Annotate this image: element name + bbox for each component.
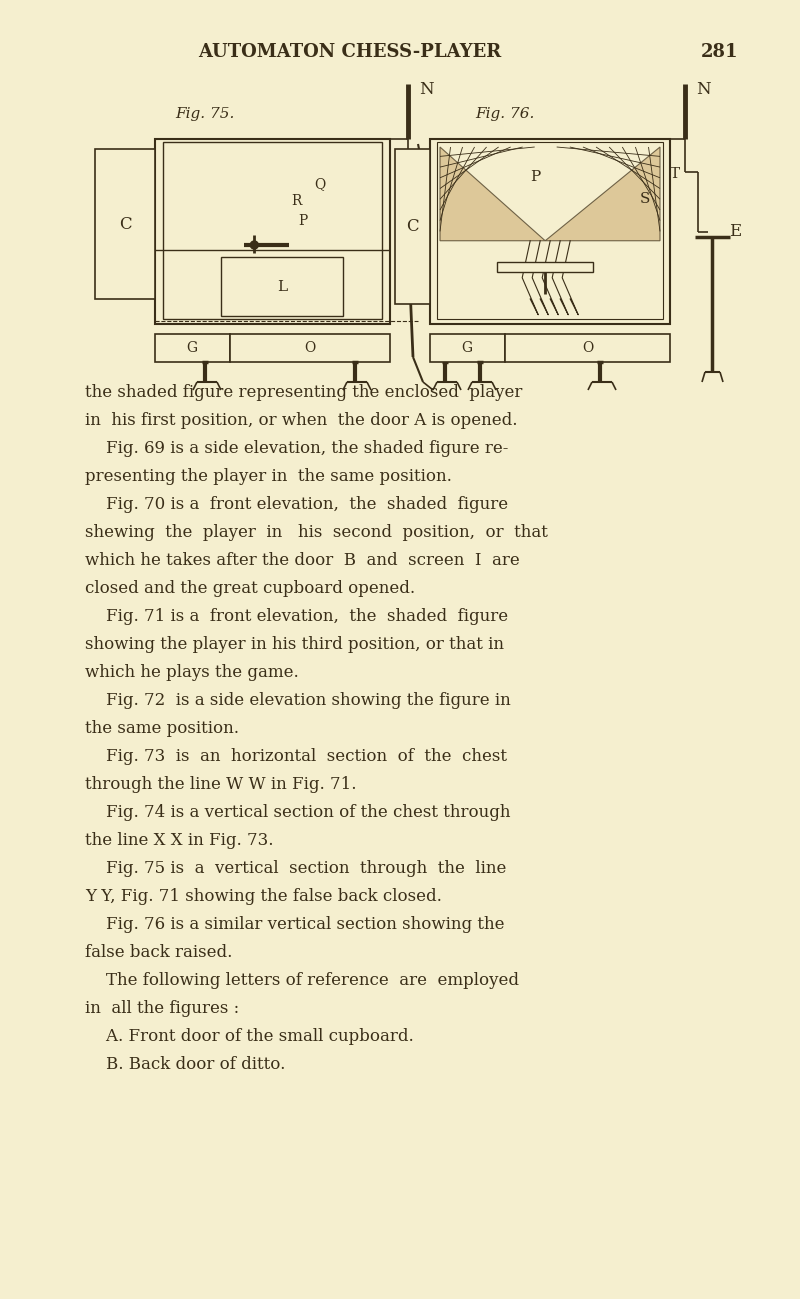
Text: A. Front door of the small cupboard.: A. Front door of the small cupboard.: [85, 1028, 414, 1044]
Bar: [95, 149, 155, 299]
Text: through the line W W in Fig. 71.: through the line W W in Fig. 71.: [85, 776, 357, 792]
Text: T: T: [670, 168, 680, 181]
Text: Fig. 69 is a side elevation, the shaded figure re-: Fig. 69 is a side elevation, the shaded …: [85, 440, 508, 457]
Bar: [430, 139, 670, 323]
Polygon shape: [440, 147, 546, 240]
Text: shewing  the  player  in   his  second  position,  or  that: shewing the player in his second positio…: [85, 523, 548, 540]
Text: Fig. 75 is  a  vertical  section  through  the  line: Fig. 75 is a vertical section through th…: [85, 860, 506, 877]
Text: The following letters of reference  are  employed: The following letters of reference are e…: [85, 972, 519, 989]
Text: R: R: [291, 194, 301, 208]
Text: C: C: [406, 218, 419, 235]
Bar: [430, 334, 505, 362]
Text: in  all the figures :: in all the figures :: [85, 1000, 239, 1017]
Text: E: E: [729, 223, 741, 240]
Text: N: N: [696, 81, 710, 97]
Text: Fig. 72  is a side elevation showing the figure in: Fig. 72 is a side elevation showing the …: [85, 692, 510, 709]
Bar: [155, 334, 230, 362]
Bar: [163, 142, 382, 320]
Text: in  his first position, or when  the door A is opened.: in his first position, or when the door …: [85, 412, 518, 429]
Bar: [230, 334, 390, 362]
Text: false back raised.: false back raised.: [85, 944, 232, 961]
Text: AUTOMATON CHESS-PLAYER: AUTOMATON CHESS-PLAYER: [198, 43, 502, 61]
Text: Fig. 75.: Fig. 75.: [175, 107, 234, 121]
Text: G: G: [462, 342, 473, 355]
Text: Fig. 70 is a  front elevation,  the  shaded  figure: Fig. 70 is a front elevation, the shaded…: [85, 496, 508, 513]
Text: O: O: [304, 342, 316, 355]
Circle shape: [250, 242, 258, 249]
Bar: [437, 142, 663, 320]
Bar: [498, 262, 594, 273]
Text: closed and the great cupboard opened.: closed and the great cupboard opened.: [85, 579, 415, 598]
Text: N: N: [418, 81, 434, 97]
Polygon shape: [546, 147, 660, 240]
Text: which he plays the game.: which he plays the game.: [85, 664, 298, 681]
Text: C: C: [118, 216, 131, 233]
Text: G: G: [186, 342, 198, 355]
Text: the shaded figure representing the enclosed  player: the shaded figure representing the enclo…: [85, 385, 522, 401]
Text: Y Y, Fig. 71 showing the false back closed.: Y Y, Fig. 71 showing the false back clos…: [85, 889, 442, 905]
Text: the line X X in Fig. 73.: the line X X in Fig. 73.: [85, 831, 274, 850]
Text: presenting the player in  the same position.: presenting the player in the same positi…: [85, 468, 452, 485]
Text: Fig. 76.: Fig. 76.: [475, 107, 534, 121]
Bar: [221, 257, 343, 316]
Bar: [155, 139, 390, 323]
Text: Fig. 74 is a vertical section of the chest through: Fig. 74 is a vertical section of the che…: [85, 804, 510, 821]
Text: Q: Q: [314, 177, 325, 191]
Bar: [395, 149, 430, 304]
Text: which he takes after the door  B  and  screen  I  are: which he takes after the door B and scre…: [85, 552, 520, 569]
Text: P: P: [530, 170, 540, 184]
Text: Fig. 73  is  an  horizontal  section  of  the  chest: Fig. 73 is an horizontal section of the …: [85, 748, 507, 765]
Text: B. Back door of ditto.: B. Back door of ditto.: [85, 1056, 286, 1073]
Text: P: P: [298, 214, 308, 229]
Text: O: O: [582, 342, 593, 355]
Text: showing the player in his third position, or that in: showing the player in his third position…: [85, 637, 504, 653]
Text: 281: 281: [702, 43, 738, 61]
Text: E: E: [439, 214, 451, 231]
Text: Fig. 76 is a similar vertical section showing the: Fig. 76 is a similar vertical section sh…: [85, 916, 505, 933]
Text: the same position.: the same position.: [85, 720, 239, 737]
Text: S: S: [640, 192, 650, 207]
Bar: [505, 334, 670, 362]
Text: Fig. 71 is a  front elevation,  the  shaded  figure: Fig. 71 is a front elevation, the shaded…: [85, 608, 508, 625]
Text: L: L: [277, 279, 287, 294]
